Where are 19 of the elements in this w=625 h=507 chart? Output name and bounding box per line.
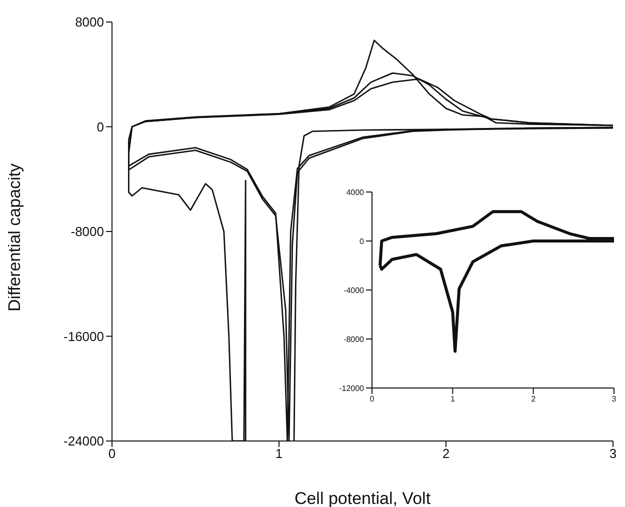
x-tick-label: 0 [108,446,116,462]
y-tick-label: -12000 [339,384,365,393]
x-tick-label: 3 [609,446,617,462]
y-tick-label: -8000 [70,224,104,240]
y-axis-title: Differential capacity [5,162,24,312]
y-tick-label: -16000 [64,328,104,344]
y-tick-label: -24000 [64,434,104,449]
x-tick-label: 2 [531,394,536,404]
y-tick-label: 4000 [346,188,365,197]
y-tick-label: 0 [96,119,104,134]
x-tick-label: 1 [450,394,456,404]
y-tick-label: 8000 [75,14,104,30]
x-tick-label: 0 [370,394,375,404]
y-tick-label: 0 [360,236,365,246]
x-tick-label: 3 [612,394,617,404]
y-tick-label: -8000 [344,334,365,344]
x-tick-label: 1 [275,446,283,462]
x-tick-label: 2 [442,446,450,462]
y-tick-label: -4000 [344,286,365,295]
